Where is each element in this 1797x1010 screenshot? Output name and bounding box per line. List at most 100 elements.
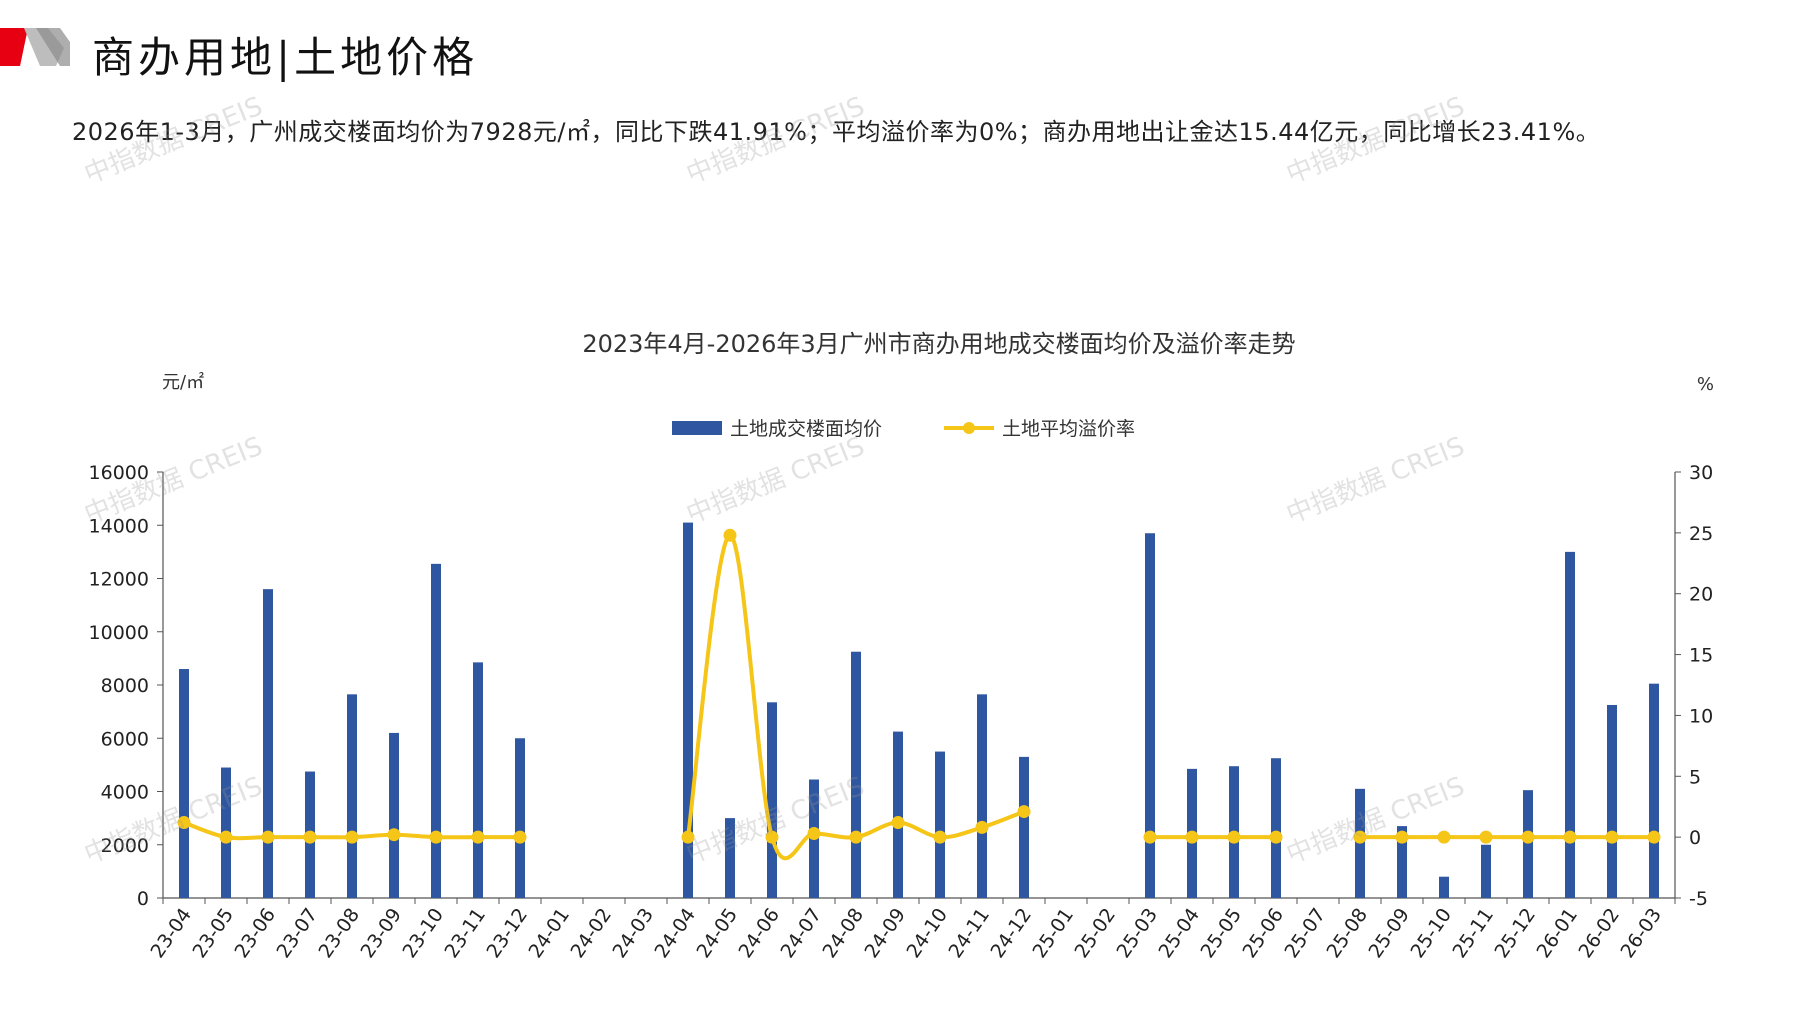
- page-title: 商办用地|土地价格: [92, 33, 479, 82]
- brand-logo-icon: [0, 28, 70, 66]
- x-tick-label: 25-04: [1154, 904, 1204, 962]
- x-tick-label: 25-03: [1112, 904, 1162, 962]
- premium-rate-point: [765, 830, 779, 844]
- premium-rate-point: [513, 830, 527, 844]
- y-right-tick-label: -5: [1689, 888, 1708, 910]
- x-tick-label: 23-07: [272, 904, 322, 962]
- premium-rate-point: [471, 830, 485, 844]
- premium-rate-point: [975, 820, 989, 834]
- bar: [1439, 876, 1449, 898]
- premium-rate-point: [1227, 830, 1241, 844]
- y-left-tick-label: 12000: [89, 569, 149, 591]
- premium-rate-point: [1143, 830, 1157, 844]
- bar: [263, 589, 273, 898]
- premium-rate-point: [1521, 830, 1535, 844]
- premium-rate-point: [177, 816, 191, 830]
- bar: [1019, 756, 1029, 898]
- premium-rate-point: [261, 830, 275, 844]
- x-tick-label: 25-09: [1364, 904, 1414, 962]
- x-tick-label: 25-05: [1196, 904, 1246, 962]
- bar: [851, 651, 861, 898]
- y-left-tick-label: 4000: [101, 782, 149, 804]
- x-tick-label: 23-10: [398, 904, 448, 962]
- y-left-tick-label: 0: [137, 888, 149, 910]
- bar: [1397, 826, 1407, 898]
- x-tick-label: 26-02: [1574, 904, 1624, 962]
- premium-rate-point: [345, 830, 359, 844]
- x-tick-label: 25-02: [1070, 904, 1120, 962]
- y-left-tick-label: 6000: [101, 728, 149, 750]
- x-tick-label: 25-11: [1448, 904, 1498, 962]
- premium-rate-point: [219, 830, 233, 844]
- x-tick-label: 24-03: [608, 904, 658, 962]
- y-right-tick-label: 0: [1689, 827, 1701, 849]
- bar: [683, 522, 693, 898]
- bar: [1145, 533, 1155, 898]
- premium-rate-point: [429, 830, 443, 844]
- y-left-tick-label: 2000: [101, 835, 149, 857]
- y-left-tick-label: 8000: [101, 675, 149, 697]
- x-tick-label: 25-08: [1322, 904, 1372, 962]
- bar: [389, 732, 399, 898]
- legend-marker-line: [963, 422, 975, 434]
- x-tick-label: 24-01: [524, 904, 574, 962]
- x-tick-label: 25-10: [1406, 904, 1456, 962]
- bar: [179, 669, 189, 898]
- x-tick-label: 24-12: [986, 904, 1036, 962]
- bar: [1649, 683, 1659, 898]
- x-tick-label: 25-01: [1028, 904, 1078, 962]
- x-tick-label: 26-01: [1532, 904, 1582, 962]
- y-left-tick-label: 10000: [89, 622, 149, 644]
- bar: [347, 694, 357, 898]
- x-tick-label: 24-11: [944, 904, 994, 962]
- bar: [473, 662, 483, 898]
- y-left-tick-label: 16000: [89, 462, 149, 484]
- summary-text: 2026年1-3月，广州成交楼面均价为7928元/㎡，同比下跌41.91%；平均…: [72, 118, 1601, 146]
- premium-rate-point: [1479, 830, 1493, 844]
- premium-rate-point: [1437, 830, 1451, 844]
- bar: [893, 731, 903, 898]
- y-right-tick-label: 25: [1689, 523, 1713, 545]
- x-tick-label: 24-09: [860, 904, 910, 962]
- bar: [1481, 844, 1491, 898]
- bar: [935, 751, 945, 898]
- bar: [725, 818, 735, 898]
- y-left-unit: 元/㎡: [162, 371, 204, 393]
- y-right-unit: %: [1697, 374, 1714, 395]
- bar: [1565, 551, 1575, 898]
- premium-rate-point: [933, 830, 947, 844]
- premium-rate-point: [1647, 830, 1661, 844]
- premium-rate-point: [1395, 830, 1409, 844]
- chart-title: 2023年4月-2026年3月广州市商办用地成交楼面均价及溢价率走势: [582, 330, 1295, 358]
- bar: [1607, 704, 1617, 898]
- x-tick-label: 24-07: [776, 904, 826, 962]
- bar: [1271, 758, 1281, 898]
- x-tick-label: 25-07: [1280, 904, 1330, 962]
- premium-rate-point: [1605, 830, 1619, 844]
- bar: [431, 563, 441, 898]
- y-right-tick-label: 30: [1689, 462, 1713, 484]
- premium-rate-point: [1269, 830, 1283, 844]
- legend-swatch-bar: [672, 421, 722, 435]
- premium-rate-point: [849, 830, 863, 844]
- x-tick-label: 24-06: [734, 904, 784, 962]
- x-tick-label: 23-09: [356, 904, 406, 962]
- x-tick-label: 23-06: [230, 904, 280, 962]
- bar: [515, 738, 525, 898]
- x-tick-label: 23-11: [440, 904, 490, 962]
- premium-rate-point: [1017, 805, 1031, 819]
- y-right-tick-label: 15: [1689, 645, 1713, 667]
- x-tick-label: 24-04: [650, 904, 700, 962]
- x-tick-label: 24-08: [818, 904, 868, 962]
- x-tick-label: 23-05: [188, 904, 238, 962]
- premium-rate-point: [1353, 830, 1367, 844]
- x-tick-label: 23-04: [146, 904, 196, 962]
- x-tick-label: 25-06: [1238, 904, 1288, 962]
- premium-rate-point: [1563, 830, 1577, 844]
- premium-rate-point: [807, 826, 821, 840]
- premium-rate-point: [891, 816, 905, 830]
- premium-rate-point: [681, 830, 695, 844]
- y-right-tick-label: 5: [1689, 766, 1701, 788]
- page-header: 商办用地|土地价格: [0, 22, 900, 82]
